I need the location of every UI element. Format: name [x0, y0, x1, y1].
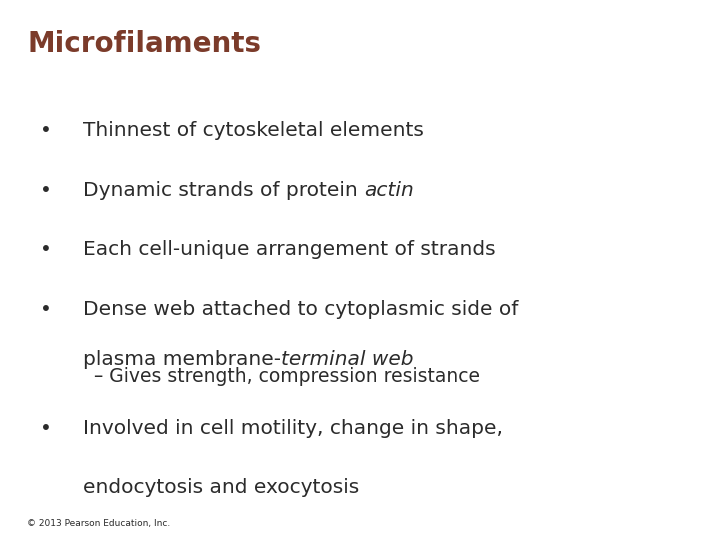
Text: – Gives strength, compression resistance: – Gives strength, compression resistance	[94, 367, 480, 386]
Text: plasma membrane-: plasma membrane-	[83, 350, 281, 369]
Text: Dynamic strands of protein: Dynamic strands of protein	[83, 181, 364, 200]
Text: •: •	[40, 418, 51, 437]
Text: Each cell-unique arrangement of strands: Each cell-unique arrangement of strands	[83, 240, 495, 259]
Text: Microfilaments: Microfilaments	[27, 30, 261, 58]
Text: actin: actin	[364, 181, 414, 200]
Text: •: •	[40, 122, 51, 140]
Text: © 2013 Pearson Education, Inc.: © 2013 Pearson Education, Inc.	[27, 519, 171, 528]
Text: •: •	[40, 300, 51, 319]
Text: Dense web attached to cytoplasmic side of: Dense web attached to cytoplasmic side o…	[83, 300, 518, 319]
Text: •: •	[40, 240, 51, 259]
Text: endocytosis and exocytosis: endocytosis and exocytosis	[83, 478, 359, 497]
Text: terminal web: terminal web	[281, 350, 413, 369]
Text: Thinnest of cytoskeletal elements: Thinnest of cytoskeletal elements	[83, 122, 423, 140]
Text: •: •	[40, 181, 51, 200]
Text: Involved in cell motility, change in shape,: Involved in cell motility, change in sha…	[83, 418, 503, 437]
